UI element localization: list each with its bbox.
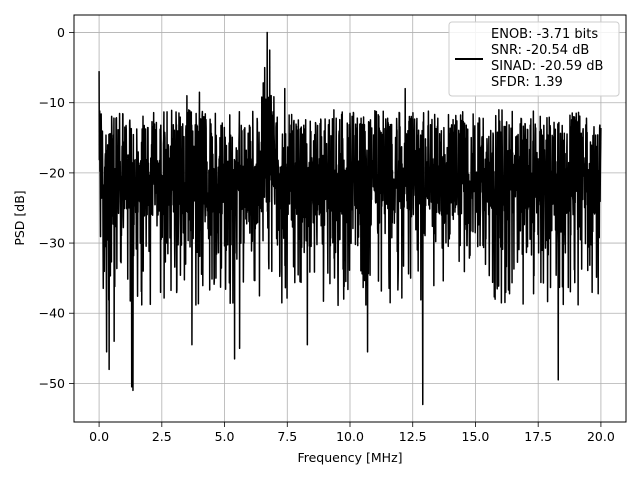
x-tick-label: 15.0 (462, 429, 490, 444)
series-layer (98, 31, 602, 406)
x-axis-label: Frequency [MHz] (297, 450, 402, 465)
legend-box (448, 21, 620, 97)
psd-series-line (98, 31, 602, 406)
x-axis-ticks: 0.0 2.5 5.0 7.5 10.0 12.5 15.0 17.5 20.0 (89, 422, 615, 444)
legend-text-sfdr: SFDR: 1.39 (491, 75, 563, 90)
y-tick-label: −40 (39, 306, 65, 321)
y-tick-label: −50 (39, 376, 65, 391)
x-tick-label: 20.0 (587, 429, 615, 444)
y-axis-label: PSD [dB] (12, 190, 27, 245)
legend: ENOB: -3.71 bits SNR: -20.54 dB SINAD: -… (448, 21, 620, 97)
y-tick-label: 0 (57, 25, 65, 40)
x-tick-label: 10.0 (336, 429, 364, 444)
y-axis-ticks: 0 −10 −20 −30 −40 −50 (39, 25, 74, 391)
x-tick-label: 2.5 (152, 429, 172, 444)
legend-text-enob: ENOB: -3.71 bits (491, 27, 598, 42)
x-tick-label: 17.5 (524, 429, 552, 444)
y-tick-label: −30 (39, 236, 65, 251)
x-tick-label: 0.0 (89, 429, 109, 444)
y-tick-label: −10 (39, 95, 65, 110)
x-tick-label: 7.5 (277, 429, 297, 444)
y-tick-label: −20 (39, 165, 65, 180)
x-tick-label: 5.0 (215, 429, 235, 444)
x-tick-label: 12.5 (399, 429, 427, 444)
legend-text-snr: SNR: -20.54 dB (491, 43, 589, 58)
legend-text-sinad: SINAD: -20.59 dB (491, 59, 603, 74)
